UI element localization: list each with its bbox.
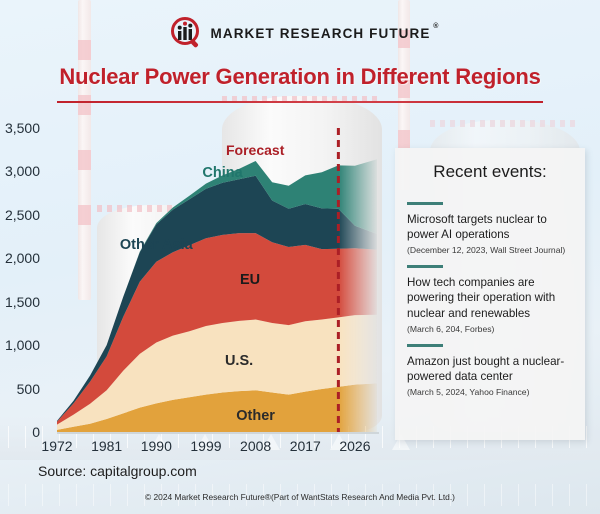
x-axis-tick: 1981	[91, 438, 123, 454]
area-series	[57, 175, 377, 422]
roof-shape-4	[330, 434, 348, 450]
area-series	[57, 233, 377, 425]
stacked-area-chart: 0 500 1,000 1,500 2,000 2,500 3,000 3,500 1972 1…	[0, 120, 392, 460]
brand-name-text: MARKET RESEARCH FUTURE	[210, 25, 431, 41]
x-axis-tick: 1990	[140, 438, 172, 454]
y-axis-tick: 1,500	[4, 293, 40, 310]
area-series	[57, 314, 377, 430]
event-divider	[407, 265, 443, 268]
x-axis-tick: 1972	[41, 438, 73, 454]
y-axis-tick: 2,000	[4, 250, 40, 267]
y-axis-tick: 2,500	[4, 206, 40, 223]
event-headline: How tech companies are powering their op…	[407, 275, 556, 320]
panel-heading: Recent events:	[433, 162, 547, 181]
forecast-label: Forecast	[226, 142, 285, 158]
x-axis-line	[57, 432, 379, 434]
y-axis-tick: 3,000	[4, 163, 40, 180]
title-underline	[57, 101, 543, 103]
source-text: Source: capitalgroup.com	[38, 463, 197, 479]
x-axis-tick: 2026	[339, 438, 371, 454]
event-divider	[407, 344, 443, 347]
roof-shape-1	[150, 434, 168, 450]
fence-strip-lower	[0, 484, 600, 506]
y-axis-tick: 0	[32, 424, 40, 440]
roof-shape-3	[262, 434, 280, 450]
event-item[interactable]: Amazon just bought a nuclear-powered dat…	[395, 344, 585, 397]
chimney-right	[398, 0, 410, 190]
recent-events-panel: Recent events: Microsoft targets nuclear…	[395, 148, 585, 440]
event-source: (March 6, 204, Forbes)	[407, 324, 495, 335]
event-source: (March 5, 2024, Yahoo Finance)	[407, 387, 530, 398]
brand-logo: MARKET RESEARCH FUTURE ®	[0, 16, 600, 50]
x-axis-tick: 2008	[240, 438, 272, 454]
event-source: (December 12, 2023, Wall Street Journal)	[407, 245, 566, 256]
event-headline: Microsoft targets nuclear to power AI op…	[407, 212, 547, 241]
magnifier-bar-chart-icon	[170, 16, 204, 50]
series-label-other: Other	[236, 408, 275, 425]
series-label-eu: EU	[240, 272, 261, 288]
event-headline: Amazon just bought a nuclear-powered dat…	[407, 354, 565, 383]
y-axis-tick: 500	[16, 380, 40, 397]
brand-name: MARKET RESEARCH FUTURE ®	[210, 23, 439, 41]
event-item[interactable]: How tech companies are powering their op…	[395, 265, 585, 334]
page-title: Nuclear Power Generation in Different Re…	[59, 64, 541, 89]
registered-mark: ®	[433, 22, 440, 30]
plot-area	[57, 128, 377, 432]
series-label-china: China	[202, 165, 243, 182]
y-axis-tick: 1,000	[4, 337, 40, 354]
event-item[interactable]: Microsoft targets nuclear to power AI op…	[395, 202, 585, 255]
roof-shape-2	[196, 434, 214, 450]
area-series	[57, 159, 377, 421]
x-axis-tick: 1999	[190, 438, 222, 454]
x-axis-tick: 2017	[289, 438, 321, 454]
event-divider	[407, 202, 443, 205]
y-axis-tick: 3,500	[4, 120, 40, 136]
events-list: Microsoft targets nuclear to power AI op…	[395, 202, 585, 397]
copyright-text: © 2024 Market Research Future®(Part of W…	[145, 492, 455, 502]
series-label-u-s: U.S.	[224, 352, 254, 369]
series-label-other-asia: Other Asia	[119, 237, 193, 254]
chimney-left	[78, 0, 91, 300]
area-series	[57, 383, 377, 432]
